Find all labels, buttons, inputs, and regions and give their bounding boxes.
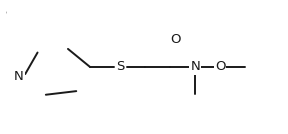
- Text: S: S: [116, 60, 125, 74]
- Text: O: O: [215, 60, 225, 74]
- Text: N: N: [190, 60, 200, 74]
- Text: O: O: [170, 33, 181, 46]
- Text: N: N: [14, 70, 24, 83]
